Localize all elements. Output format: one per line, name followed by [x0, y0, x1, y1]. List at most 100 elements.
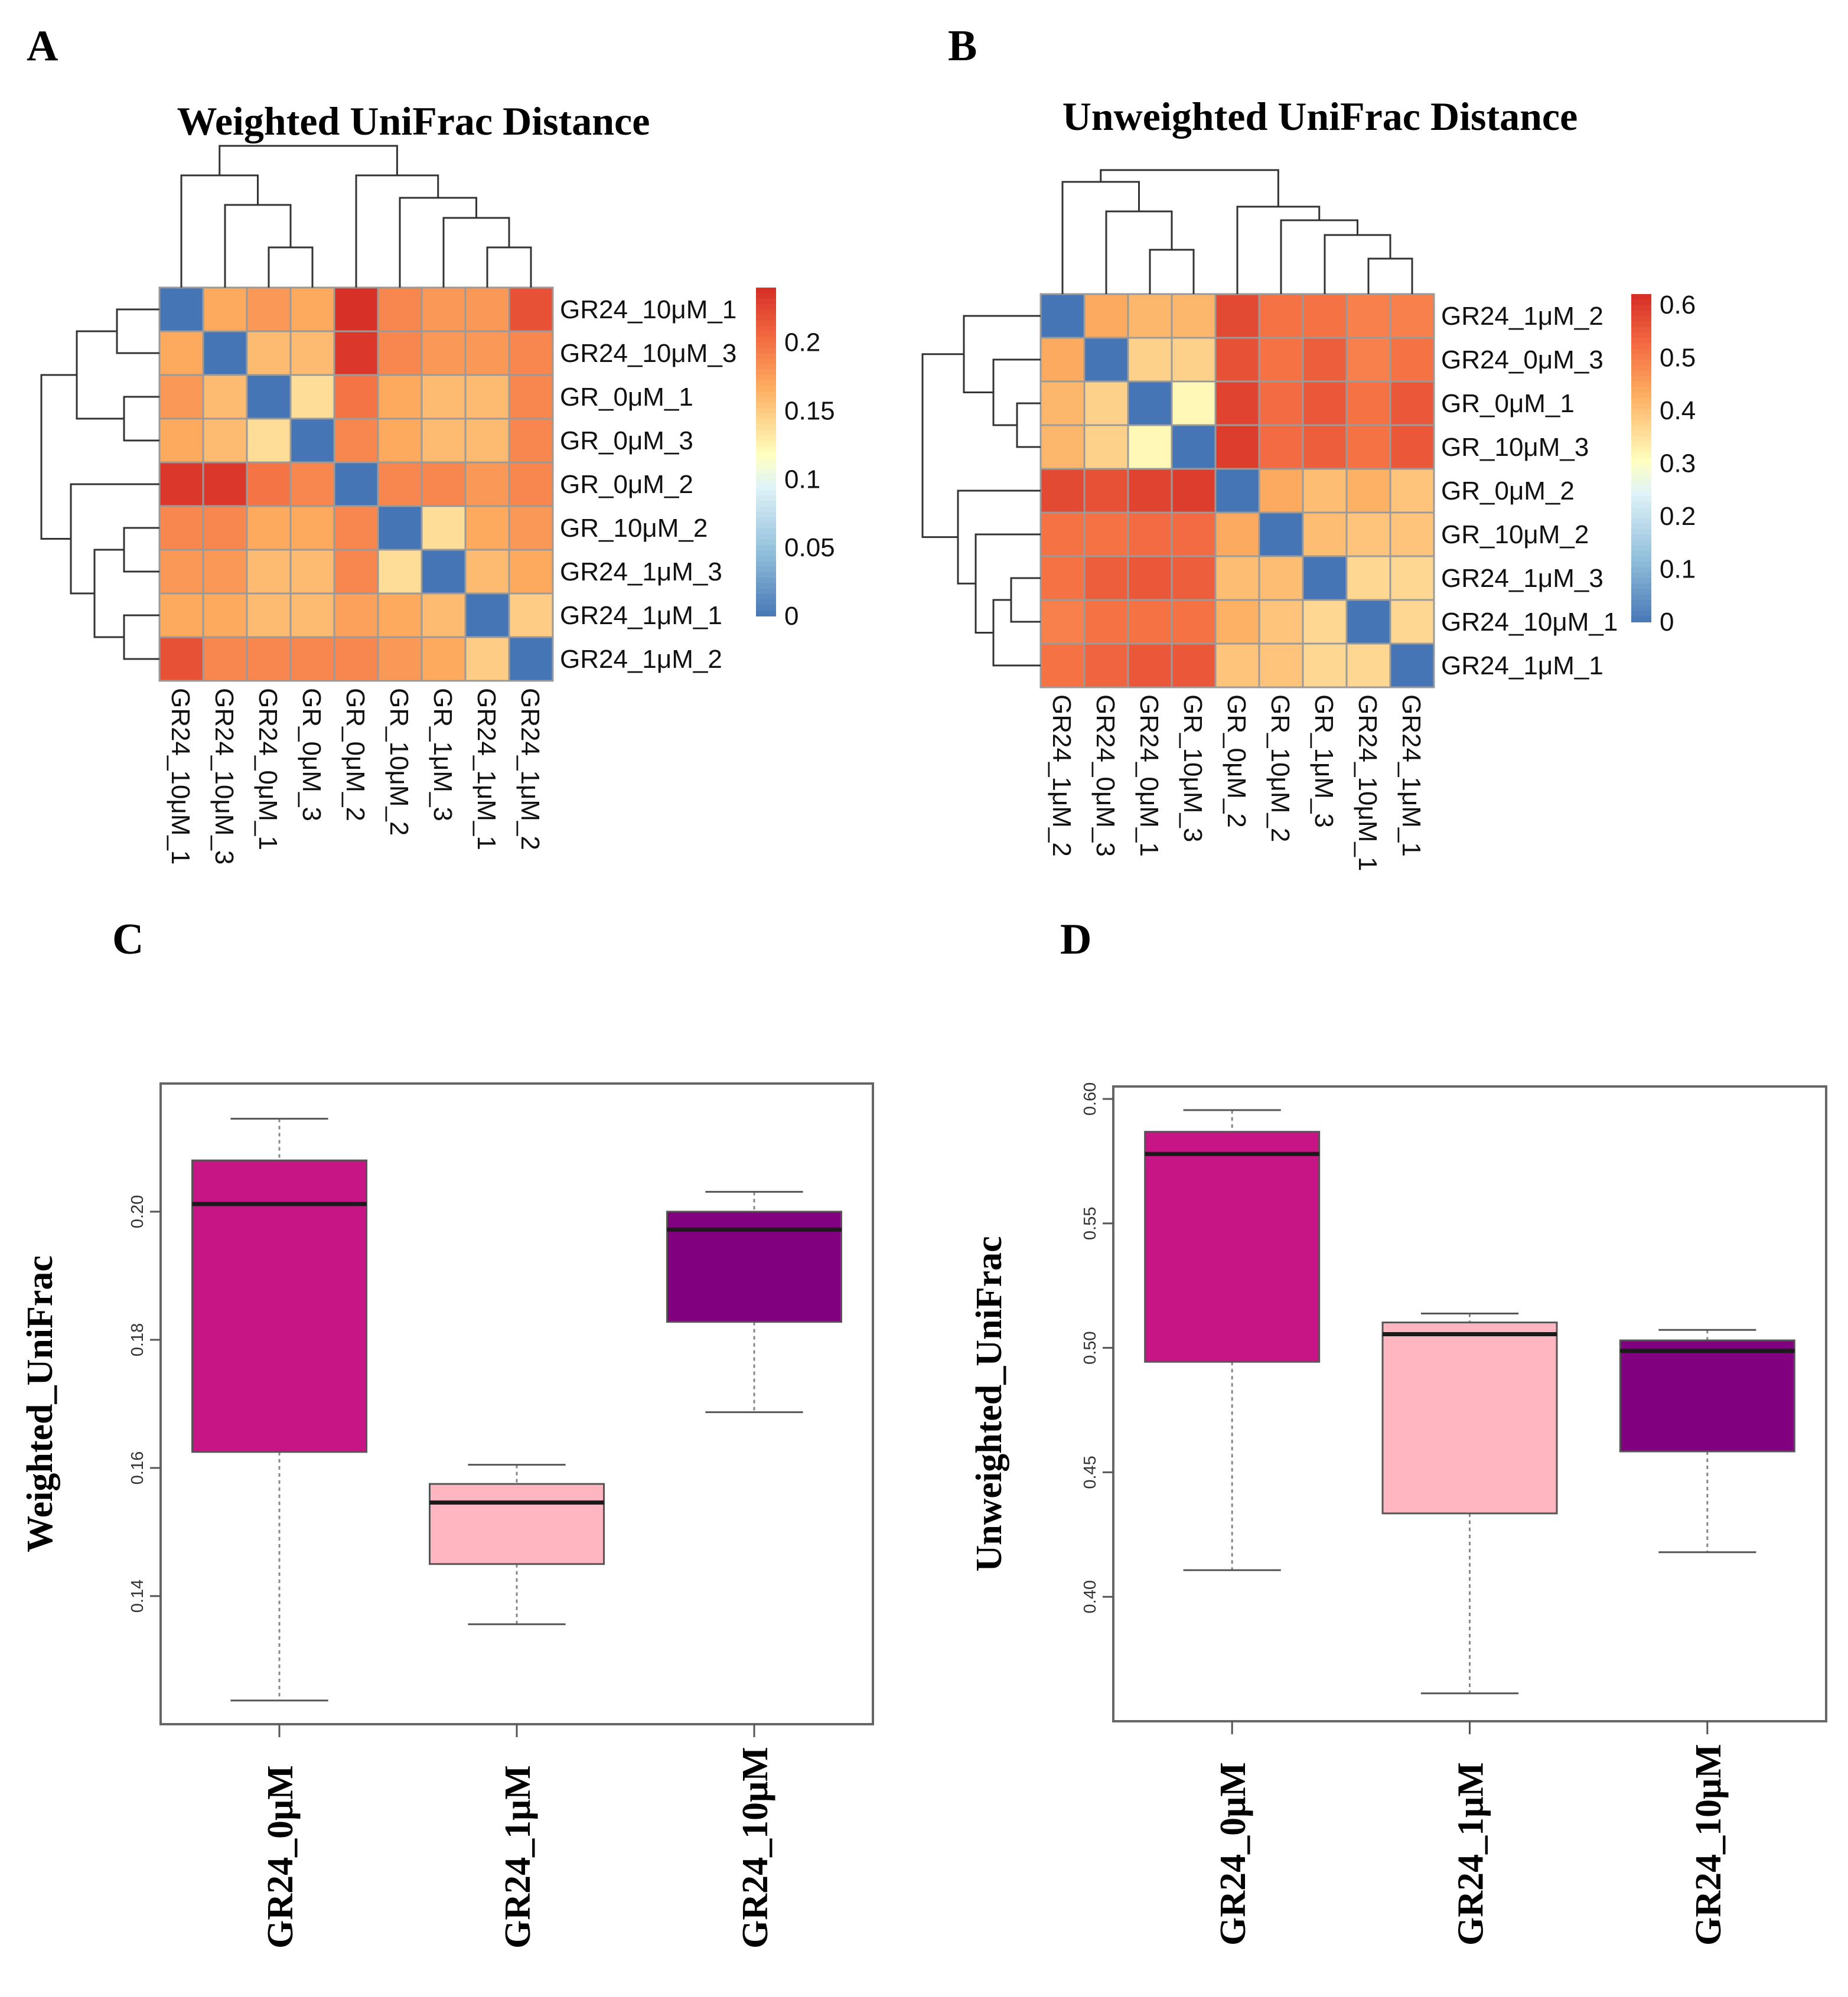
- color-scale-segment: [1631, 469, 1651, 475]
- color-scale-segment: [756, 474, 776, 480]
- color-scale-segment: [756, 402, 776, 409]
- heatmap-cell: [202, 374, 248, 420]
- column-dendrogram-branch: [442, 217, 510, 288]
- y-tick-label: 0.55: [1081, 1207, 1100, 1240]
- heatmap-cell: [1083, 511, 1129, 557]
- color-scale-segment: [756, 539, 776, 546]
- heatmap-cell: [333, 592, 379, 638]
- heatmap-cell: [1083, 468, 1129, 514]
- row-dendrogram-branch: [123, 527, 159, 573]
- heatmap-cell: [1127, 468, 1173, 514]
- heatmap-cell: [1389, 511, 1435, 557]
- heatmap-cell: [1214, 293, 1260, 339]
- heatmap-cell: [1258, 555, 1304, 601]
- color-scale-tick: 0.5: [1660, 343, 1696, 372]
- color-scale-tick: 0.05: [784, 533, 835, 562]
- row-dendrogram-branch: [992, 599, 1041, 667]
- color-scale-segment: [756, 583, 776, 589]
- color-scale-segment: [1631, 605, 1651, 612]
- color-scale-segment: [1631, 479, 1651, 486]
- heatmap-cell: [246, 505, 292, 551]
- row-dendrogram-branch: [921, 353, 964, 539]
- color-scale-segment: [756, 528, 776, 534]
- color-scale-segment: [1631, 545, 1651, 552]
- category-label: GR24_1μM: [1451, 1762, 1491, 1946]
- heatmap-cell: [421, 505, 467, 551]
- heatmap-cell: [1345, 380, 1391, 426]
- column-label: GR24_1μM_2: [1047, 694, 1076, 857]
- heatmap-cell: [1302, 511, 1348, 557]
- color-scale-segment: [756, 353, 776, 360]
- color-scale-tick: 0.2: [1660, 502, 1696, 531]
- heatmap-cell: [158, 330, 204, 376]
- color-scale-segment: [1631, 507, 1651, 513]
- heatmap-cell: [1083, 642, 1129, 688]
- color-scale-segment: [756, 298, 776, 305]
- color-scale-segment: [756, 605, 776, 611]
- column-label: GR_1μM_3: [1309, 694, 1338, 828]
- column-dendrogram-branch: [224, 204, 292, 288]
- column-label: GR24_1μM_2: [516, 688, 545, 850]
- heatmap-cell: [246, 286, 292, 332]
- color-scale-segment: [1631, 414, 1651, 420]
- heatmap-cell: [508, 330, 554, 376]
- color-scale-segment: [1631, 594, 1651, 601]
- heatmap-cell: [202, 636, 248, 682]
- heatmap-cell: [464, 636, 510, 682]
- color-scale-segment: [1631, 294, 1651, 301]
- heatmap-cell: [1302, 555, 1348, 601]
- y-tick-label: 0.16: [128, 1451, 147, 1484]
- heatmap-cell: [464, 330, 510, 376]
- heatmap-cell: [1258, 468, 1304, 514]
- category-label: GR24_0μM: [260, 1765, 301, 1949]
- row-label: GR24_10μM_1: [560, 295, 736, 324]
- heatmap-cell: [158, 505, 204, 551]
- heatmap-cell: [508, 461, 554, 507]
- color-scale-segment: [1631, 589, 1651, 595]
- heatmap-cell: [1083, 424, 1129, 470]
- heatmap-cell: [377, 505, 423, 551]
- color-scale-segment: [1631, 528, 1651, 535]
- color-scale-segment: [756, 370, 776, 376]
- heatmap-cell: [377, 330, 423, 376]
- boxplot-weighted-unifrac: GR24_0μM GR24_1μM GR24_10μM 0.14 0.16 0.18 0.2…: [20, 1082, 874, 1949]
- color-scale-segment: [756, 544, 776, 551]
- color-scale-segment: [756, 457, 776, 464]
- heatmap-cell: [1345, 511, 1391, 557]
- color-scale-segment: [756, 506, 776, 513]
- heatmap-cell: [202, 461, 248, 507]
- heatmap-cell: [1214, 599, 1260, 645]
- heatmap-cell: [1083, 293, 1129, 339]
- heatmap-cell: [202, 286, 248, 332]
- heatmap-cell: [421, 592, 467, 638]
- color-scale-segment: [1631, 600, 1651, 606]
- color-scale-segment: [1631, 491, 1651, 497]
- panel-letter-c: C: [112, 915, 144, 964]
- column-label: GR_10μM_3: [1178, 694, 1207, 842]
- color-scale-segment: [1631, 343, 1651, 350]
- column-dendrogram-branch: [1367, 257, 1413, 294]
- panel-letter-b: B: [948, 22, 977, 70]
- color-scale-segment: [756, 320, 776, 327]
- heatmap-cell: [377, 461, 423, 507]
- color-scale-segment: [1631, 567, 1651, 573]
- color-scale-segment: [756, 556, 776, 562]
- color-scale-segment: [1631, 392, 1651, 399]
- heatmap-cell: [289, 505, 335, 551]
- heatmap-cell: [1171, 293, 1217, 339]
- row-label: GR24_1μM_3: [560, 557, 722, 586]
- column-label: GR24_0μM_3: [1091, 694, 1120, 857]
- heatmap-cell: [1171, 599, 1217, 645]
- heatmap-cell: [1127, 337, 1173, 383]
- y-tick-label: 0.14: [128, 1580, 147, 1613]
- color-scale-segment: [756, 386, 776, 393]
- color-scale-segment: [756, 429, 776, 436]
- panel-letter-a: A: [27, 22, 58, 70]
- heatmap-cell: [1127, 642, 1173, 688]
- heatmap-cell: [1389, 555, 1435, 601]
- heatmap-cell: [508, 374, 554, 420]
- heatmap-cell: [1039, 337, 1086, 383]
- color-scale-segment: [756, 588, 776, 595]
- color-scale-segment: [1631, 299, 1651, 306]
- color-scale-segment: [756, 534, 776, 540]
